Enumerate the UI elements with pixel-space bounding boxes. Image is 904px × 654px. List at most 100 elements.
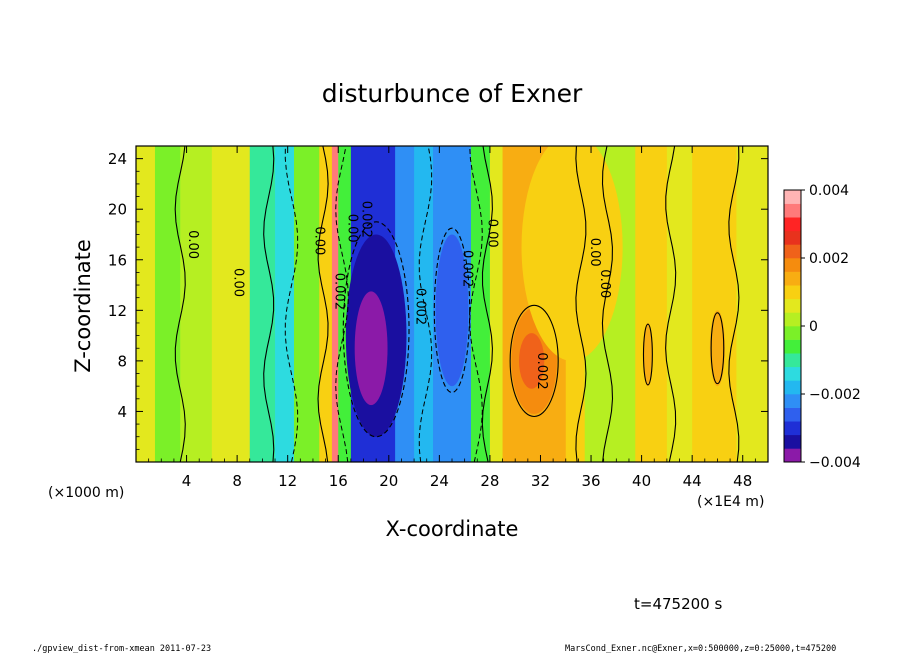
time-label: t=475200 s — [634, 595, 722, 613]
y-tick-label-2: 12 — [108, 302, 127, 320]
colorbar-swatch-5 — [784, 380, 801, 395]
band-0 — [136, 146, 156, 462]
band-15 — [489, 146, 504, 462]
colorbar-swatch-6 — [784, 366, 801, 381]
max-mid-right — [642, 322, 653, 387]
max-upper — [521, 146, 623, 361]
x-tick-label-2: 12 — [278, 472, 297, 490]
contour-label-3: 0.002 — [332, 273, 347, 310]
colorbar-swatch-15 — [784, 244, 801, 259]
contour-zero-3 — [481, 146, 493, 462]
colorbar-swatch-18 — [784, 203, 801, 218]
contour-label-1: 0.00 — [231, 268, 246, 297]
contour-zero-6 — [665, 146, 677, 462]
band-9 — [338, 146, 352, 462]
band-6 — [294, 146, 320, 462]
y-tick-label-1: 8 — [117, 352, 127, 370]
x-tick-label-3: 16 — [329, 472, 348, 490]
y-tick-label-4: 20 — [108, 201, 127, 219]
band-22 — [692, 146, 737, 462]
band-3 — [211, 146, 251, 462]
x-unit-right: (×1E4 m) — [697, 494, 764, 510]
x-tick-label-1: 8 — [232, 472, 242, 490]
contour-zero-0 — [174, 146, 186, 462]
x-tick-label-4: 20 — [379, 472, 398, 490]
contour-negative-2 — [418, 146, 433, 462]
colorbar-swatch-4 — [784, 394, 801, 408]
colorbar-swatch-19 — [784, 190, 801, 204]
colorbar-swatch-11 — [784, 298, 801, 313]
band-12 — [414, 146, 434, 462]
x-tick-label-7: 32 — [531, 472, 550, 490]
min-core-inner — [354, 291, 388, 406]
contour-zero-5 — [601, 146, 614, 462]
contour-mid-right-ring — [642, 323, 653, 386]
band-4 — [249, 146, 276, 462]
contour-negative-1 — [335, 146, 349, 462]
contour-right-ring — [710, 312, 725, 385]
x-axis: 4 8 12 16 20 24 28 32 36 40 44 48 — [148, 146, 756, 490]
contour-label-10: 0.00 — [587, 238, 602, 267]
contour-label-6: 0.002 — [413, 288, 428, 325]
y-axis-label: Z-coordinate — [71, 239, 95, 373]
max-right — [709, 310, 726, 387]
colorbar-swatch-14 — [784, 258, 801, 272]
contour-negative-0 — [284, 146, 299, 462]
colorbar-swatch-9 — [784, 326, 801, 340]
contour-max-ring — [509, 304, 559, 418]
x-tick-label-9: 40 — [632, 472, 651, 490]
chart-title: disturbunce of Exner — [322, 79, 583, 108]
colorbar-swatch-2 — [784, 421, 801, 436]
contour-secondary-ring — [433, 227, 471, 394]
min-secondary — [435, 234, 469, 387]
colorbar-swatch-0 — [784, 448, 801, 463]
colorbar-label-3: −0.002 — [809, 387, 861, 403]
colorbar-label-0: 0.004 — [809, 183, 849, 199]
y-tick-label-0: 4 — [117, 403, 127, 421]
y-tick-label-3: 16 — [108, 251, 127, 269]
contour-labels: 0.000.000.000.0020.000.0020.0020.0020.00… — [185, 201, 612, 390]
contour-zero-4 — [575, 146, 587, 462]
colorbar-label-2: 0 — [809, 319, 818, 335]
x-tick-label-8: 36 — [581, 472, 600, 490]
colorbar-swatch-13 — [784, 271, 801, 286]
band-2 — [180, 146, 213, 462]
contour-label-11: 0.00 — [597, 269, 612, 298]
colorbar-swatch-3 — [784, 407, 801, 422]
band-5 — [275, 146, 295, 462]
contour-label-9: 0.002 — [534, 352, 549, 389]
footer-left: ./gpview_dist-from-xmean 2011-07-23 — [32, 644, 211, 654]
contour-label-8: 0.00 — [485, 219, 500, 248]
plot-area — [136, 146, 768, 462]
band-14 — [470, 146, 491, 462]
footer-right: MarsCond_Exner.nc@Exner,x=0:500000,z=0:2… — [565, 644, 836, 654]
colorbar-swatch-10 — [784, 312, 801, 327]
colorbar-swatch-17 — [784, 217, 801, 232]
contour-label-4: 0.00 — [344, 214, 359, 243]
band-23 — [736, 146, 768, 462]
contour-label-7: 0.002 — [459, 250, 474, 287]
x-tick-label-11: 48 — [733, 472, 752, 490]
contour-zero-7 — [728, 146, 740, 462]
contour-negative-3 — [469, 146, 483, 462]
band-1 — [154, 146, 181, 462]
y-axis: 4 8 12 16 20 24 — [108, 150, 768, 450]
colorbar-swatch-8 — [784, 339, 801, 354]
contour-label-5: 0.002 — [358, 201, 373, 238]
x-unit-left: (×1000 m) — [48, 485, 124, 501]
colorbar-label-4: −0.004 — [809, 455, 861, 471]
colorbar-swatch-16 — [784, 230, 801, 245]
band-8 — [331, 146, 339, 462]
contour-lines — [174, 146, 740, 462]
colorbar-swatch-12 — [784, 285, 801, 300]
x-tick-label-6: 28 — [480, 472, 499, 490]
x-tick-label-0: 4 — [182, 472, 192, 490]
colorbar: 0.004 0.002 0 −0.002 −0.004 — [783, 183, 861, 471]
band-21 — [666, 146, 693, 462]
contour-zero-1 — [263, 146, 275, 462]
x-tick-label-10: 44 — [683, 472, 702, 490]
colorbar-label-1: 0.002 — [809, 251, 849, 267]
x-axis-label: X-coordinate — [386, 517, 519, 541]
contour-label-0: 0.00 — [185, 230, 200, 259]
